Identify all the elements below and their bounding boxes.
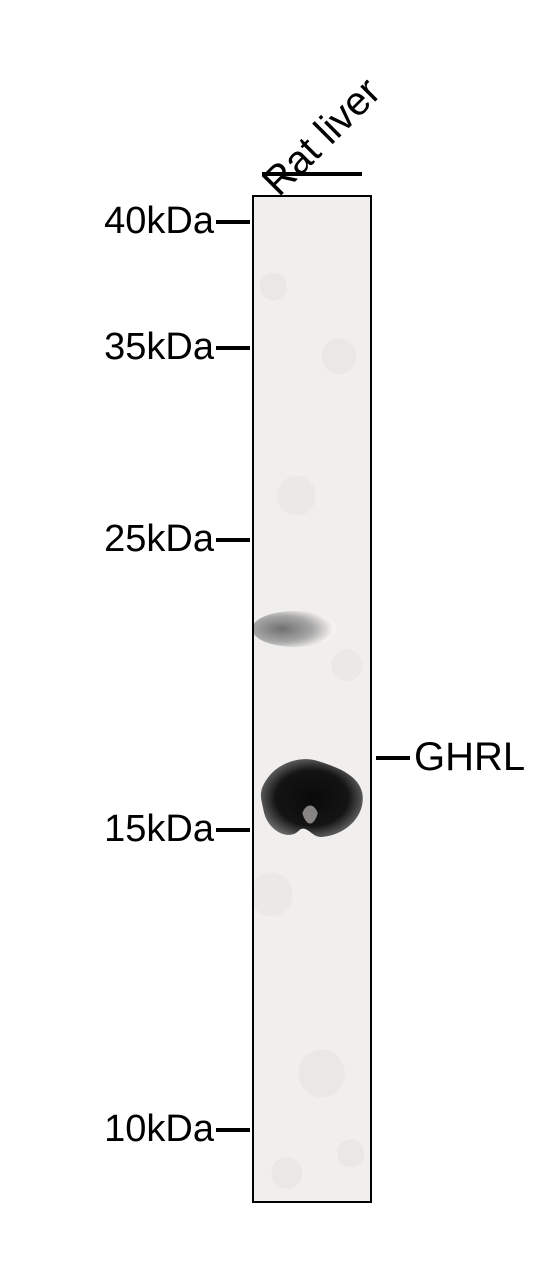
lane-label-rat-liver: Rat liver [254,69,390,205]
mw-marker-tick [216,538,250,542]
band-nonspecific-upper [254,607,370,653]
mw-marker-label: 15kDa [104,808,214,851]
mw-marker-label: 40kDa [104,200,214,243]
target-label-ghrl: GHRL [414,735,525,780]
mw-marker-label: 35kDa [104,326,214,369]
mw-marker-label: 25kDa [104,518,214,561]
mw-marker-tick [216,1128,250,1132]
lane-underline [262,172,362,176]
mw-marker-tick [216,220,250,224]
western-blot-figure: Rat liver GHRL 40kDa 35kDa 25kDa 15kDa 10kDa [0,0,552,1280]
band-ghrl-main [254,749,370,845]
blot-lane [252,195,372,1203]
target-tick [376,756,410,760]
blot-noise [254,197,370,1201]
mw-marker-tick [216,828,250,832]
mw-marker-tick [216,346,250,350]
mw-marker-label: 10kDa [104,1108,214,1151]
